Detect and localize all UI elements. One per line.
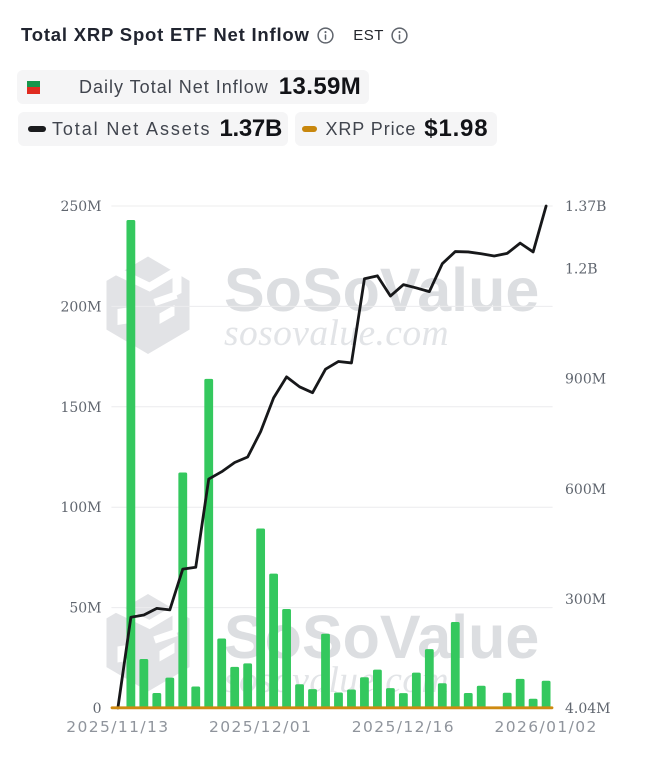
- daily-net-inflow-bar[interactable]: [230, 666, 240, 708]
- y-axis-label-left: 200M: [60, 299, 101, 315]
- daily-net-inflow-bar[interactable]: [204, 378, 214, 708]
- daily-net-inflow-label: Daily Total Net Inflow: [79, 76, 269, 97]
- daily-net-inflow-bar[interactable]: [308, 689, 317, 708]
- daily-net-inflow-bar[interactable]: [243, 663, 253, 708]
- daily-net-inflow-bar[interactable]: [424, 649, 434, 708]
- y-axis-label-left: 50M: [69, 601, 101, 617]
- x-axis-label: 2025/12/01: [209, 718, 312, 736]
- y-axis-label-right: 900M: [565, 372, 606, 388]
- watermark-brand-text: SoSoValue: [224, 256, 539, 324]
- total-net-assets-value: 1.37B: [219, 115, 283, 142]
- daily-net-inflow-bar[interactable]: [191, 686, 201, 708]
- daily-net-inflow-bar[interactable]: [269, 573, 279, 708]
- daily-net-inflow-bar[interactable]: [502, 692, 512, 708]
- title-info-icon[interactable]: [317, 26, 334, 44]
- y-axis-label-right: 300M: [565, 592, 606, 608]
- y-axis-label-left: 0: [93, 701, 102, 717]
- xrp-price-value: $1.98: [424, 115, 489, 142]
- watermark-cube-hook: [153, 628, 178, 644]
- daily-net-inflow-bar[interactable]: [321, 633, 330, 708]
- total-net-assets-line[interactable]: [116, 204, 548, 710]
- y-axis-label-left: 100M: [60, 500, 101, 516]
- xrp-price-label: XRP Price: [325, 118, 417, 139]
- page-title: Total XRP Spot ETF Net Inflow: [21, 24, 310, 45]
- daily-net-inflow-bar[interactable]: [126, 220, 136, 708]
- legend-daily-net-inflow[interactable]: Daily Total Net Inflow 13.59M: [17, 70, 369, 104]
- legend-total-net-assets[interactable]: Total Net Assets 1.37B: [18, 112, 288, 146]
- y-axis-label-right: 1.2B: [565, 261, 598, 277]
- timezone-label: EST: [353, 26, 384, 44]
- x-axis-label: 2025/11/13: [66, 718, 169, 736]
- total-net-assets-label: Total Net Assets: [52, 118, 212, 139]
- daily-net-inflow-swatch-icon: [27, 80, 40, 94]
- daily-net-inflow-bar[interactable]: [139, 659, 149, 708]
- daily-net-inflow-bar[interactable]: [373, 669, 382, 708]
- y-axis-label-right: 1.37B: [565, 199, 606, 215]
- watermark-domain-text: sosovalue.com: [224, 313, 449, 354]
- daily-net-inflow-bar[interactable]: [411, 672, 421, 708]
- x-axis-label: 2026/01/02: [494, 718, 597, 736]
- daily-net-inflow-bar[interactable]: [347, 689, 356, 708]
- daily-net-inflow-bar[interactable]: [528, 698, 538, 708]
- daily-net-inflow-bar[interactable]: [256, 528, 266, 708]
- daily-net-inflow-bar[interactable]: [360, 677, 369, 708]
- daily-net-inflow-bar[interactable]: [437, 683, 447, 708]
- daily-net-inflow-bar[interactable]: [476, 685, 486, 708]
- daily-net-inflow-bar[interactable]: [450, 622, 460, 708]
- daily-net-inflow-bar[interactable]: [385, 688, 395, 708]
- chart-header: Total XRP Spot ETF Net Inflow EST: [21, 23, 408, 47]
- xrp-price-swatch-icon: [302, 126, 317, 132]
- daily-net-inflow-value: 13.59M: [278, 73, 362, 100]
- daily-net-inflow-bar[interactable]: [165, 677, 175, 708]
- daily-net-inflow-bar[interactable]: [178, 472, 188, 708]
- daily-net-inflow-bar[interactable]: [295, 684, 304, 708]
- y-axis-label-left: 250M: [60, 199, 101, 215]
- y-axis-label-right: 600M: [565, 482, 606, 498]
- daily-net-inflow-bar[interactable]: [217, 638, 227, 708]
- est-info-icon[interactable]: [391, 26, 408, 44]
- legend-xrp-price[interactable]: XRP Price $1.98: [295, 112, 497, 146]
- daily-net-inflow-bar[interactable]: [152, 692, 162, 708]
- total-net-assets-swatch-icon: [28, 126, 46, 132]
- watermark-cube-hook: [153, 291, 178, 307]
- y-axis-label-right: 4.04M: [565, 701, 611, 717]
- daily-net-inflow-bar[interactable]: [334, 692, 343, 708]
- watermark-cube-band-right: [172, 268, 182, 298]
- daily-net-inflow-bar[interactable]: [398, 693, 408, 708]
- daily-net-inflow-bar[interactable]: [515, 678, 525, 708]
- y-axis-label-left: 150M: [60, 400, 101, 416]
- watermark-cube-window-right: [159, 642, 175, 662]
- daily-net-inflow-bar[interactable]: [282, 609, 291, 708]
- x-axis-label: 2025/12/16: [352, 718, 455, 736]
- daily-net-inflow-bar[interactable]: [541, 680, 551, 708]
- daily-net-inflow-bar[interactable]: [463, 692, 473, 708]
- watermark-cube-window-right: [159, 305, 175, 324]
